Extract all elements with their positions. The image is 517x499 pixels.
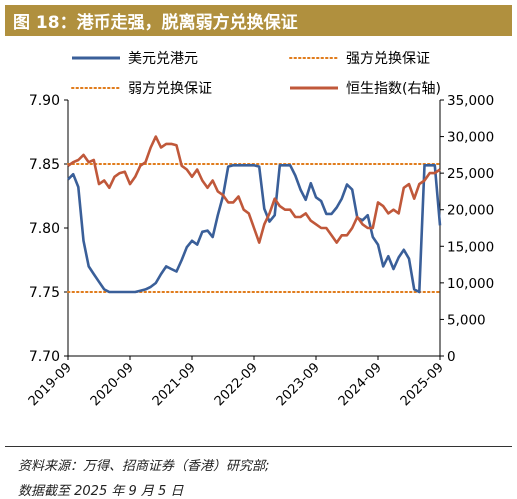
right-tick-label: 0 [447,349,456,365]
right-tick-label: 10,000 [447,276,494,292]
x-tick-label: 2024-09 [336,360,385,409]
legend-label: 恒生指数(右轴) [346,81,441,97]
divider-line [5,446,512,447]
right-tick-label: 5,000 [447,312,486,328]
x-tick-label: 2023-09 [274,360,323,409]
right-tick-label: 30,000 [447,130,494,146]
x-tick-label: 2025-09 [398,360,447,409]
right-tick-label: 25,000 [447,166,494,182]
left-tick-label: 7.85 [29,157,60,173]
legend-label: 美元兑港元 [128,51,198,67]
figure-title-bar: 图 18：港币走强，脱离弱方兑换保证 [5,5,512,36]
series-line [67,164,442,294]
legend-label: 强方兑换保证 [346,50,430,67]
left-tick-label: 7.90 [29,93,60,109]
left-tick-label: 7.70 [29,349,60,365]
x-tick-label: 2022-09 [212,360,261,409]
source-note: 资料来源：万得、招商证券（香港）研究部; [18,459,270,474]
right-tick-label: 15,000 [447,239,494,255]
left-tick-label: 7.80 [29,221,60,237]
x-tick-label: 2020-09 [88,360,137,409]
figure-title: 图 18：港币走强，脱离弱方兑换保证 [13,13,298,33]
series-line [67,135,441,244]
x-tick-label: 2019-09 [26,360,75,409]
right-tick-label: 35,000 [447,93,494,109]
left-tick-label: 7.75 [29,285,60,301]
right-tick-label: 20,000 [447,203,494,219]
chart: 7.70 7.75 7.80 7.85 7.90 0 5,000 10,000 15,000 20… [26,50,494,409]
x-tick-label: 2021-09 [150,360,199,409]
legend-label: 弱方兑换保证 [128,80,212,97]
